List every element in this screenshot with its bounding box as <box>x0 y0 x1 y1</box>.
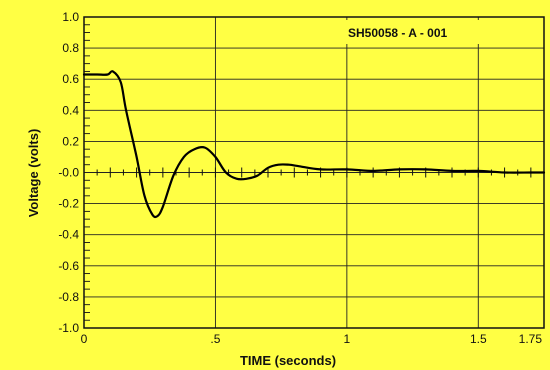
y-tick-label: 1.0 <box>62 10 79 24</box>
y-tick-label: 0.8 <box>62 41 79 55</box>
y-tick-label: 0.2 <box>62 134 79 148</box>
y-tick-label: -0.6 <box>58 259 79 273</box>
y-tick-label: -0.0 <box>58 166 79 180</box>
y-tick-label: 0.4 <box>62 103 79 117</box>
y-tick-labels: 1.0 0.8 0.6 0.4 0.2 -0.0 -0.2 -0.4 -0.6 -0.8 -1.0 <box>58 10 79 335</box>
annotation-box <box>343 20 481 44</box>
x-tick-label: 1.5 <box>470 332 487 346</box>
y-tick-label: 0.6 <box>62 72 79 86</box>
x-tick-label: 1.75 <box>519 332 543 346</box>
y-tick-label: -0.4 <box>58 228 79 242</box>
x-tick-label: 0 <box>81 332 88 346</box>
voltage-series-line <box>82 70 546 219</box>
x-axis-title: TIME (seconds) <box>240 353 336 368</box>
y-tick-label: -1.0 <box>58 321 79 335</box>
x-tick-label: 1 <box>344 332 351 346</box>
chart-annotation: SH50058 - A - 001 <box>348 26 447 40</box>
y-tick-label: -0.8 <box>58 290 79 304</box>
y-tick-label: -0.2 <box>58 197 79 211</box>
minor-ticks <box>84 24 90 321</box>
x-tick-labels: 0 .5 1 1.5 1.75 <box>81 332 543 346</box>
x-tick-label: .5 <box>210 332 220 346</box>
y-axis-title: Voltage (volts) <box>26 129 41 218</box>
